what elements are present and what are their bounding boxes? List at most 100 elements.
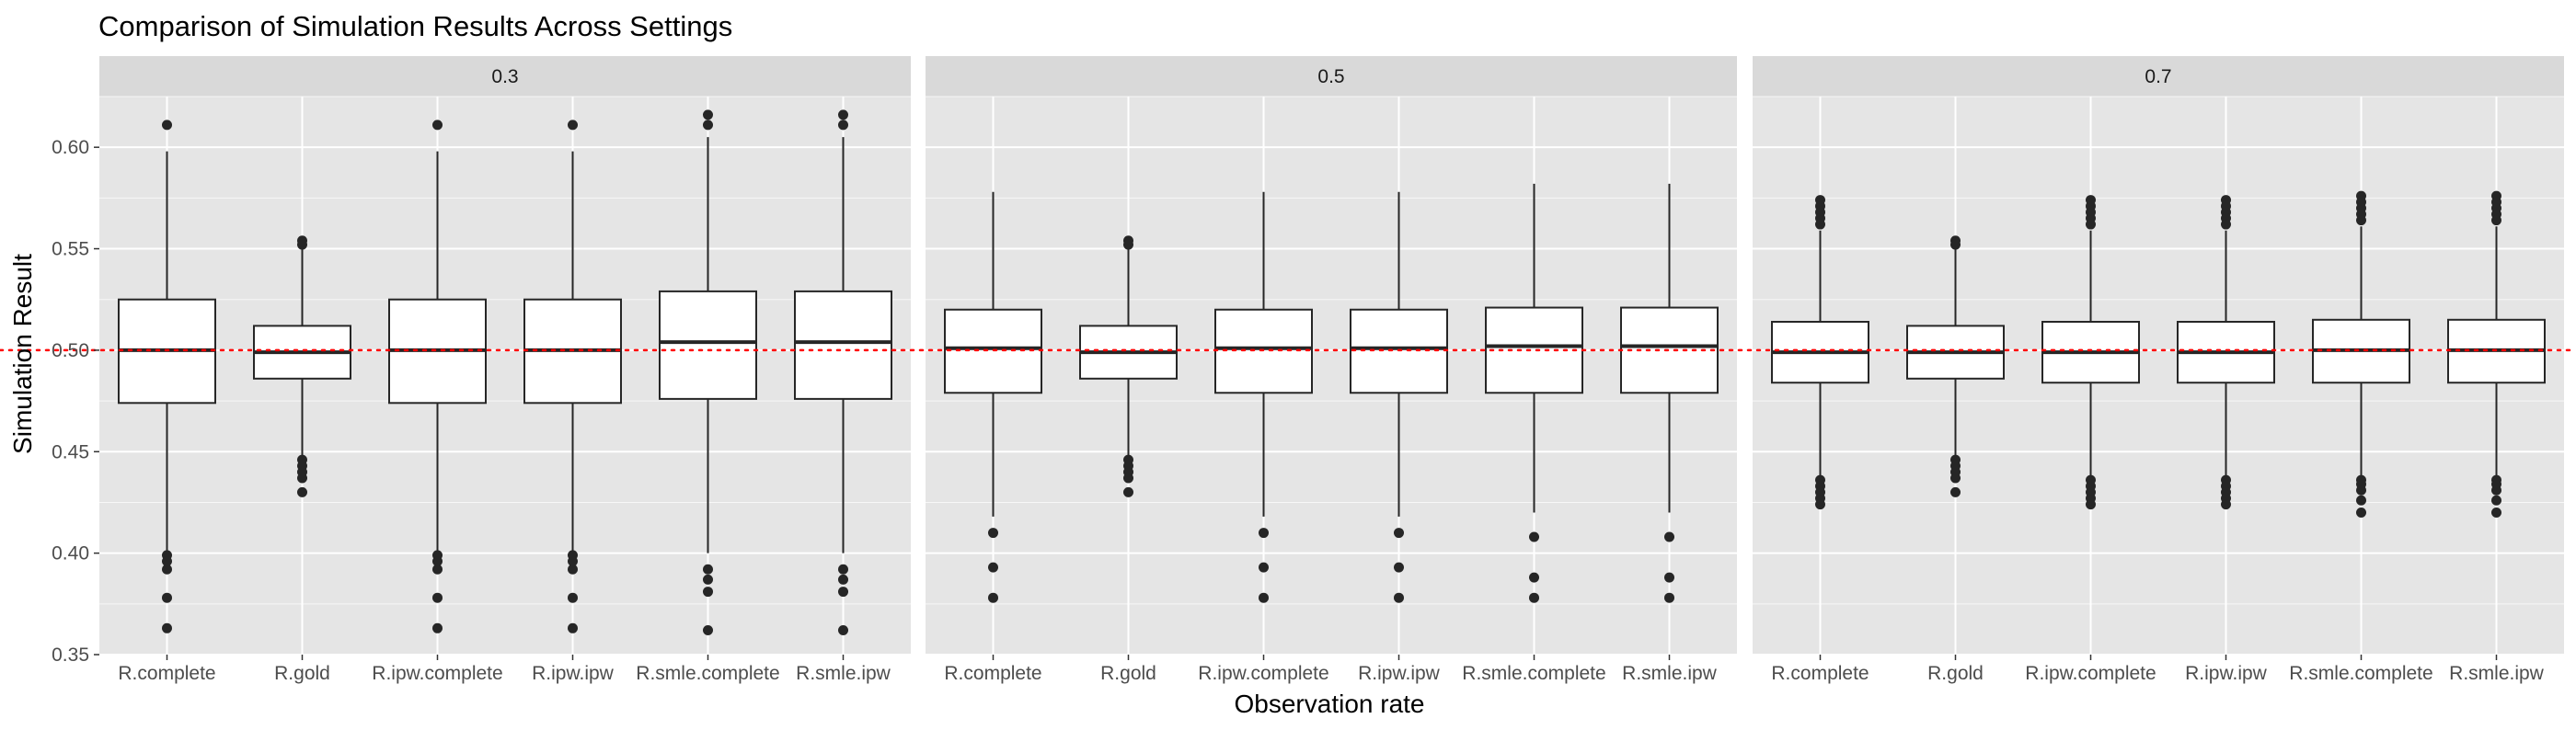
- box-iqr: [794, 290, 892, 400]
- box-R.complete: R.complete: [1771, 195, 1869, 684]
- box-R.ipw.complete: R.ipw.complete: [2025, 195, 2156, 684]
- outlier-point: [2491, 215, 2501, 226]
- outlier-point: [1123, 239, 1133, 250]
- outlier-point: [297, 473, 307, 484]
- outlier-point: [838, 574, 848, 585]
- box-R.gold: R.gold: [1079, 235, 1178, 684]
- y-tick-label: 0.50: [52, 340, 89, 361]
- box-R.smle.ipw: R.smle.ipw: [794, 109, 892, 684]
- x-tick-label: R.ipw.complete: [372, 663, 502, 684]
- outlier-point: [1950, 473, 1961, 484]
- x-tick-label: R.ipw.ipw: [1358, 663, 1441, 684]
- outlier-point: [1529, 572, 1539, 583]
- outlier-point: [568, 592, 578, 603]
- outlier-point: [162, 592, 172, 603]
- box-R.smle.complete: R.smle.complete: [636, 109, 780, 684]
- outlier-point: [2356, 507, 2366, 518]
- x-tick-label: R.ipw.complete: [1198, 663, 1328, 684]
- outlier-point: [703, 120, 713, 131]
- outlier-point: [2491, 495, 2501, 506]
- y-axis: 0.35 0.40 0.45 0.50 0.55 0.60: [52, 137, 99, 666]
- outlier-point: [568, 622, 578, 633]
- outlier-point: [1123, 473, 1133, 484]
- outlier-point: [432, 622, 443, 633]
- outlier-point: [432, 120, 443, 131]
- outlier-point: [838, 109, 848, 120]
- facet-strip-label: 0.5: [1317, 66, 1344, 87]
- outlier-point: [703, 574, 713, 585]
- box-iqr: [659, 290, 757, 400]
- outlier-point: [1529, 531, 1539, 542]
- outlier-point: [1123, 486, 1133, 497]
- panel-background: [99, 97, 911, 655]
- outlier-point: [2221, 499, 2231, 510]
- box-R.ipw.ipw: R.ipw.ipw: [2177, 195, 2275, 684]
- outlier-point: [162, 564, 172, 575]
- outlier-point: [988, 528, 998, 539]
- x-tick-label: R.smle.ipw: [2449, 663, 2545, 684]
- outlier-point: [1394, 562, 1404, 573]
- x-tick-label: R.complete: [118, 663, 215, 684]
- outlier-point: [838, 587, 848, 598]
- outlier-point: [1815, 499, 1825, 510]
- facet-panel: 0.7 R.complete R.gold R.ipw.complete R.ipw.i…: [1753, 56, 2564, 684]
- box-R.smle.ipw: R.smle.ipw: [2447, 190, 2546, 684]
- facet-panel: 0.3 R.complete R.gold R.ipw.complete R.ipw.i…: [99, 56, 911, 684]
- outlier-point: [703, 109, 713, 120]
- outlier-point: [1259, 528, 1269, 539]
- facet-strip: [1753, 56, 2564, 97]
- outlier-point: [1259, 562, 1269, 573]
- outlier-point: [988, 592, 998, 603]
- outlier-point: [568, 120, 578, 131]
- outlier-point: [1664, 572, 1674, 583]
- outlier-point: [838, 120, 848, 131]
- outlier-point: [838, 564, 848, 575]
- outlier-point: [162, 120, 172, 131]
- outlier-point: [297, 486, 307, 497]
- outlier-point: [2086, 499, 2096, 510]
- y-axis-title: Simulation Result: [8, 254, 37, 454]
- outlier-point: [162, 622, 172, 633]
- x-tick-label: R.ipw.ipw: [2185, 663, 2268, 684]
- outlier-point: [703, 564, 713, 575]
- x-tick-label: R.complete: [1771, 663, 1869, 684]
- outlier-point: [1815, 219, 1825, 230]
- outlier-point: [2086, 219, 2096, 230]
- outlier-point: [1259, 592, 1269, 603]
- outlier-point: [432, 592, 443, 603]
- outlier-point: [2356, 485, 2366, 496]
- outlier-point: [2356, 495, 2366, 506]
- outlier-point: [703, 625, 713, 636]
- outlier-point: [568, 555, 578, 566]
- outlier-point: [1529, 592, 1539, 603]
- box-R.gold: R.gold: [253, 235, 351, 684]
- y-tick-label: 0.45: [52, 441, 89, 462]
- x-tick-label: R.complete: [944, 663, 1041, 684]
- outlier-point: [703, 587, 713, 598]
- box-R.ipw.complete: R.ipw.complete: [1198, 191, 1329, 684]
- outlier-point: [2221, 219, 2231, 230]
- outlier-point: [432, 564, 443, 575]
- x-tick-label: R.smle.ipw: [796, 663, 891, 684]
- x-tick-label: R.ipw.ipw: [532, 663, 615, 684]
- x-tick-label: R.smle.complete: [636, 663, 779, 684]
- x-tick-label: R.smle.ipw: [1622, 663, 1718, 684]
- facet-panel: 0.5 R.complete R.gold R.ipw.complete R.ipw.i…: [926, 56, 1737, 684]
- y-tick-label: 0.35: [52, 644, 89, 666]
- facet-strip: [926, 56, 1737, 97]
- outlier-point: [988, 562, 998, 573]
- facet-strip-label: 0.3: [491, 66, 518, 87]
- outlier-point: [1394, 528, 1404, 539]
- outlier-point: [2491, 485, 2501, 496]
- outlier-point: [297, 239, 307, 250]
- x-tick-label: R.gold: [274, 663, 330, 684]
- chart-title: Comparison of Simulation Results Across …: [98, 10, 732, 42]
- facet-strip-label: 0.7: [2145, 66, 2171, 87]
- outlier-point: [1394, 592, 1404, 603]
- y-tick-label: 0.40: [52, 543, 89, 565]
- outlier-point: [2356, 215, 2366, 226]
- x-tick-label: R.gold: [1927, 663, 1984, 684]
- outlier-point: [1664, 592, 1674, 603]
